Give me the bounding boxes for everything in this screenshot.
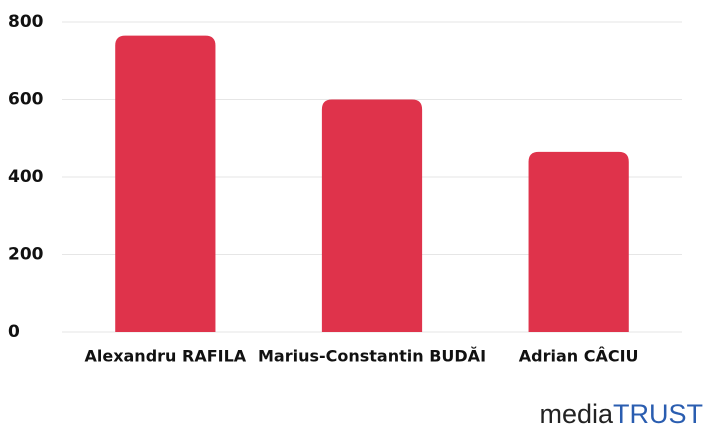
y-tick-label: 200 [8, 245, 44, 265]
y-tick-label: 400 [8, 167, 44, 187]
bar [528, 151, 629, 332]
x-tick-label: Alexandru RAFILA [84, 347, 246, 366]
x-tick-label: Marius-Constantin BUDĂI [258, 347, 486, 366]
y-tick-label: 600 [8, 90, 44, 110]
logo-media: media [539, 399, 614, 429]
y-tick-label: 0 [8, 322, 20, 342]
logo: mediaTRUST [539, 399, 703, 429]
x-tick-label: Adrian CÂCIU [519, 347, 639, 366]
y-tick-label: 800 [8, 12, 44, 32]
bar [115, 35, 216, 332]
logo-trust: TRUST [613, 399, 703, 429]
bar [321, 99, 423, 332]
